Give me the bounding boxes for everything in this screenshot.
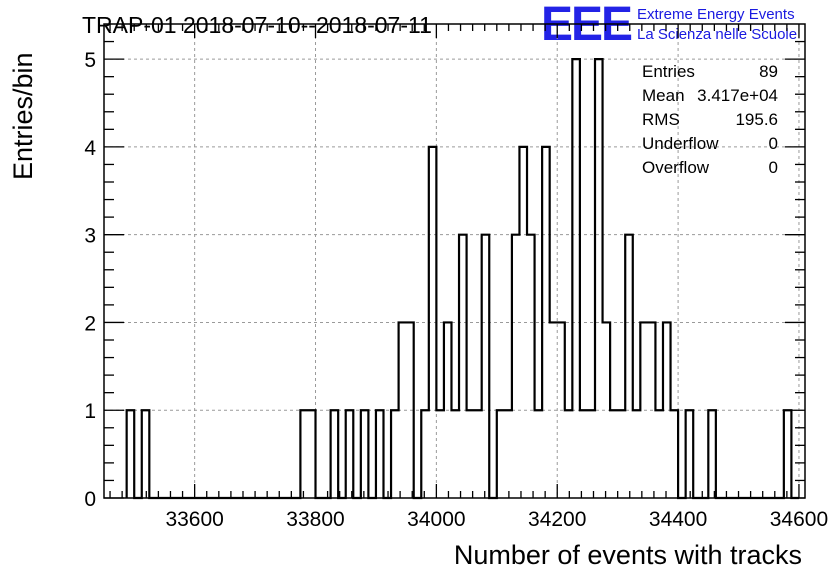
- histogram-bin: [127, 410, 135, 498]
- histogram-bin: [784, 410, 792, 498]
- histogram-bin: [671, 410, 679, 498]
- histogram-bin: [565, 410, 573, 498]
- x-tick-label: 33800: [286, 508, 344, 531]
- plot-frame: [103, 23, 806, 499]
- y-tick-label: 1: [84, 400, 96, 423]
- histogram-bin: [391, 410, 399, 498]
- stat-label: RMS: [642, 110, 680, 129]
- histogram-bin: [467, 410, 475, 498]
- x-tick-label: 34400: [649, 508, 707, 531]
- histogram-bin: [436, 410, 444, 498]
- stat-value: 0: [769, 134, 778, 153]
- stat-label: Mean: [642, 86, 685, 105]
- histogram-bin: [504, 410, 512, 498]
- y-tick-label: 2: [84, 312, 96, 335]
- y-tick-label: 4: [84, 137, 96, 160]
- x-tick-label: 34200: [528, 508, 586, 531]
- stats-box: Entries 89 Mean 3.417e+04 RMS 195.6 Underflow 0…: [642, 62, 778, 177]
- histogram-bin: [686, 410, 694, 498]
- logo-line-2: La Scienza nelle Scuole: [637, 26, 797, 43]
- histogram-bin: [618, 410, 626, 498]
- histogram-bin: [421, 410, 429, 498]
- histogram-outline: [125, 58, 799, 500]
- x-tick-label: 34000: [407, 508, 465, 531]
- eee-logo: EEE Extreme Energy Events La Scienza nel…: [541, 0, 797, 51]
- logo-line-1: Extreme Energy Events: [637, 6, 795, 23]
- histogram-bin: [331, 410, 339, 498]
- stat-label: Overflow: [642, 158, 710, 177]
- axis-ticks: [104, 24, 805, 499]
- histogram-bin: [625, 235, 633, 498]
- histogram-bin: [459, 235, 467, 498]
- histogram-bin: [497, 410, 505, 498]
- chart-title: TRAP-01 2018-07-10--2018-07-11: [82, 12, 432, 38]
- histogram-bin: [376, 410, 384, 498]
- y-tick-label: 0: [84, 488, 96, 511]
- stat-label: Entries: [642, 62, 695, 81]
- histogram-bin: [580, 410, 588, 498]
- y-tick-label: 5: [84, 49, 96, 72]
- x-axis-label: Number of events with tracks: [454, 540, 802, 570]
- y-tick-labels: 0 1 2 3 4 5: [84, 49, 96, 511]
- x-tick-label: 33600: [165, 508, 223, 531]
- histogram-bin: [474, 410, 482, 498]
- stat-value: 3.417e+04: [697, 86, 778, 105]
- histogram-bin: [346, 410, 354, 498]
- x-tick-labels: 33600 33800 34000 34200 34400 34600: [165, 508, 828, 531]
- stat-value: 0: [769, 158, 778, 177]
- histogram-bin: [535, 410, 543, 498]
- histogram-bin: [527, 235, 535, 498]
- histogram-bin: [361, 410, 369, 498]
- histogram-bin: [482, 235, 490, 498]
- histogram-bin: [708, 410, 716, 498]
- logo-mark: EEE: [541, 0, 632, 51]
- histogram-bin: [512, 235, 520, 498]
- histogram-bin: [451, 410, 459, 498]
- histogram-bin: [595, 59, 603, 498]
- histogram-bin: [572, 59, 580, 498]
- histogram-bin: [308, 410, 316, 498]
- histogram-bin: [587, 410, 595, 498]
- histogram-bin: [610, 410, 618, 498]
- x-tick-label: 34600: [770, 508, 828, 531]
- y-tick-label: 3: [84, 225, 96, 248]
- histogram-bin: [300, 410, 308, 498]
- stat-value: 89: [759, 62, 778, 81]
- histogram-bin: [633, 410, 641, 498]
- histogram-bin: [655, 410, 663, 498]
- histogram-bin: [142, 410, 150, 498]
- stat-label: Underflow: [642, 134, 719, 153]
- stat-value: 195.6: [735, 110, 778, 129]
- y-axis-label: Entries/bin: [8, 52, 38, 180]
